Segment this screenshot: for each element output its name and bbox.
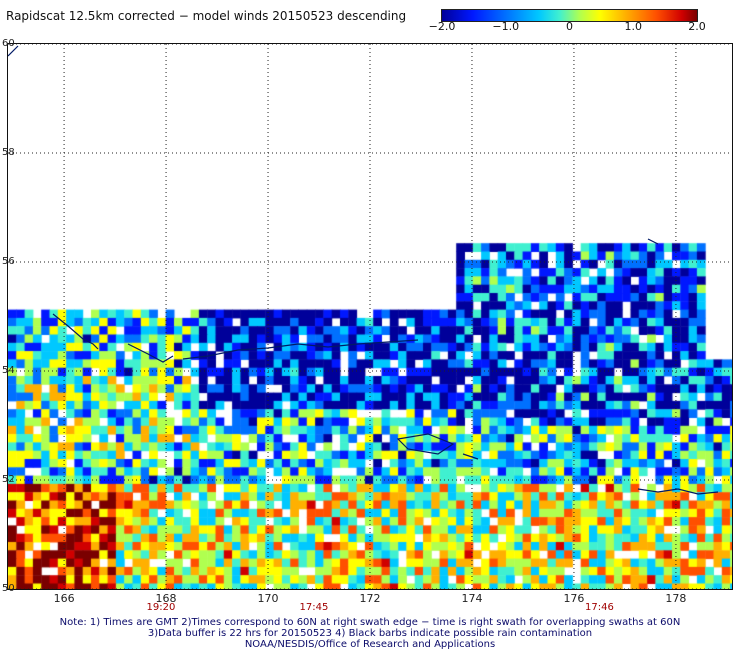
coastline (182, 339, 419, 360)
chart-title: Rapidscat 12.5km corrected − model winds… (6, 9, 407, 23)
note-line-3: NOAA/NESDIS/Office of Research and Appli… (244, 639, 496, 650)
longitude-label: 172 (359, 592, 381, 605)
longitude-label: 170 (257, 592, 279, 605)
coastline (637, 488, 719, 495)
latitude-label: 54 (2, 365, 15, 376)
colorbar-tick-label: 2.0 (688, 20, 706, 33)
latitude-label: 50 (2, 583, 15, 594)
coastline (647, 238, 659, 245)
longitude-label: 174 (461, 592, 483, 605)
swath-time-label: 19:20 (146, 602, 176, 613)
longitude-label: 168 (155, 592, 177, 605)
coastline (462, 453, 479, 460)
swath-time-label: 17:46 (585, 602, 614, 613)
longitude-label: 176 (563, 592, 585, 605)
note-line-2: 3)Data buffer is 22 hrs for 20150523 4) … (147, 628, 593, 639)
colorbar-tick-label: −2.0 (428, 20, 456, 33)
swath-time-label: 17:45 (299, 602, 329, 613)
latitude-label: 56 (2, 256, 15, 267)
longitude-label: 178 (665, 592, 687, 605)
colorbar-tick-label: 1.0 (624, 20, 643, 33)
coastline (8, 45, 19, 57)
note-line-1: Note: 1) Times are GMT 2)Times correspon… (59, 617, 681, 628)
colorbar-tick-label: 0 (566, 20, 573, 33)
latitude-label: 58 (2, 147, 15, 158)
colorbar-tick-label: −1.0 (492, 20, 520, 33)
map-overlay (8, 44, 732, 589)
coastline (52, 313, 99, 350)
longitude-label: 166 (53, 592, 75, 605)
colorbar (441, 9, 698, 22)
map-plot-area (7, 43, 733, 590)
latitude-label: 60 (2, 38, 15, 49)
coastline (127, 343, 174, 363)
coastline (396, 433, 455, 455)
latitude-label: 52 (2, 474, 15, 485)
